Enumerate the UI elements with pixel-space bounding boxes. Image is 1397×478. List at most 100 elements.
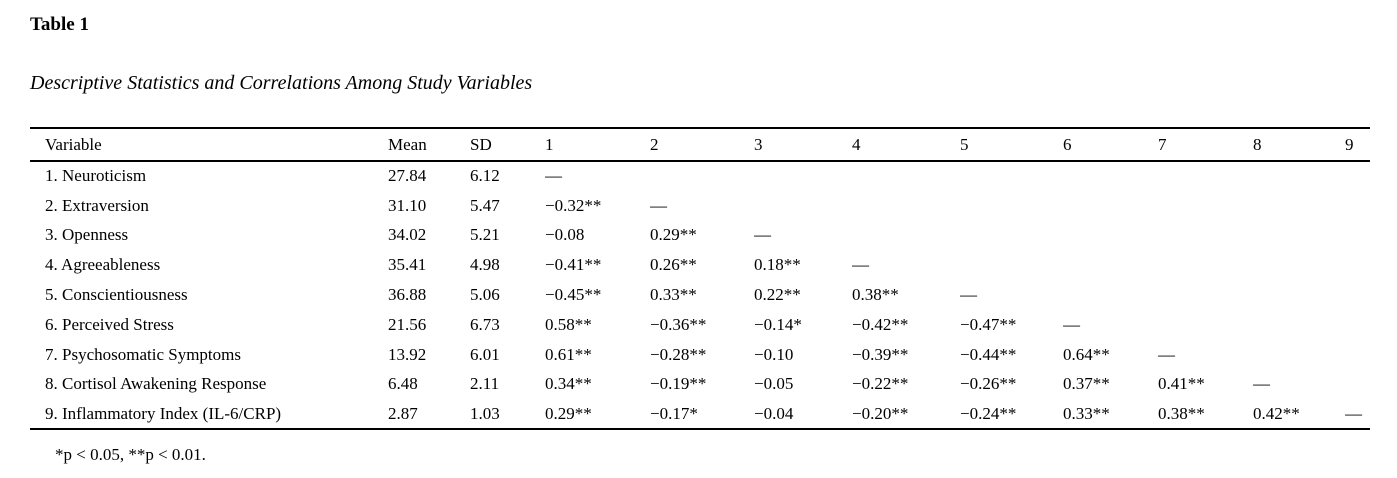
table-row: 8. Cortisol Awakening Response 6.48 2.11 0.… xyxy=(30,370,1370,400)
value-cell: 0.33** xyxy=(650,285,697,305)
value-cell xyxy=(852,161,960,191)
value-cell: 0.58** xyxy=(545,314,592,334)
variable-cell: 1. Neuroticism xyxy=(45,166,147,186)
column-header: Mean xyxy=(388,134,427,154)
table-head: Variable Mean SD 1 2 3 4 5 6 7 8 9 xyxy=(30,128,1370,161)
value-cell: −0.14* xyxy=(754,314,802,334)
value-cell: 35.41 xyxy=(388,255,427,275)
value-cell: 1.03 xyxy=(470,403,500,423)
value-cell xyxy=(1158,280,1253,310)
value-cell: −0.32** xyxy=(545,195,602,215)
table-row: 6. Perceived Stress 21.56 6.73 0.58** −0.36*… xyxy=(30,310,1370,340)
value-cell xyxy=(852,191,960,221)
variable-cell: 3. Openness xyxy=(45,225,129,245)
value-cell xyxy=(1063,280,1158,310)
value-cell: — xyxy=(1253,374,1270,394)
value-cell: −0.28** xyxy=(650,344,707,364)
value-cell: 0.41** xyxy=(1158,374,1205,394)
value-cell: 0.61** xyxy=(545,344,592,364)
variable-cell: 5. Conscientiousness xyxy=(45,285,188,305)
value-cell xyxy=(754,161,852,191)
variable-cell: 8. Cortisol Awakening Response xyxy=(45,374,267,394)
value-cell: 21.56 xyxy=(388,314,427,334)
variable-cell: 7. Psychosomatic Symptoms xyxy=(45,344,241,364)
value-cell: −0.19** xyxy=(650,374,707,394)
column-header: 2 xyxy=(650,134,659,154)
variable-cell: 9. Inflammatory Index (IL-6/CRP) xyxy=(45,403,282,423)
table-row: 1. Neuroticism 27.84 6.12 — xyxy=(30,161,1370,191)
value-cell: −0.47** xyxy=(960,314,1017,334)
value-cell: 36.88 xyxy=(388,285,427,305)
value-cell xyxy=(960,191,1063,221)
value-cell: 0.29** xyxy=(650,225,697,245)
value-cell: 0.18** xyxy=(754,255,801,275)
value-cell xyxy=(1063,191,1158,221)
table-row: 2. Extraversion 31.10 5.47 −0.32** — xyxy=(30,191,1370,221)
value-cell xyxy=(960,221,1063,251)
value-cell: — xyxy=(1158,344,1175,364)
value-cell: 4.98 xyxy=(470,255,500,275)
column-header: SD xyxy=(470,134,492,154)
value-cell: — xyxy=(754,225,771,245)
value-cell: 0.38** xyxy=(852,285,899,305)
column-header: Variable xyxy=(45,134,102,154)
table-row: 3. Openness 34.02 5.21 −0.08 0.29** — xyxy=(30,221,1370,251)
value-cell xyxy=(1158,221,1253,251)
value-cell xyxy=(754,191,852,221)
value-cell: 0.42** xyxy=(1253,403,1300,423)
column-header: 7 xyxy=(1158,134,1167,154)
value-cell: — xyxy=(650,195,667,215)
value-cell xyxy=(1253,250,1345,280)
variable-cell: 4. Agreeableness xyxy=(45,255,161,275)
value-cell: — xyxy=(852,255,869,275)
value-cell xyxy=(1253,221,1345,251)
value-cell: — xyxy=(1345,403,1362,423)
value-cell xyxy=(852,221,960,251)
value-cell: — xyxy=(960,285,977,305)
value-cell xyxy=(1063,250,1158,280)
value-cell: −0.04 xyxy=(754,403,794,423)
table-row: 7. Psychosomatic Symptoms 13.92 6.01 0.61**… xyxy=(30,340,1370,370)
value-cell: 6.48 xyxy=(388,374,418,394)
value-cell: 0.26** xyxy=(650,255,697,275)
value-cell xyxy=(1345,191,1370,221)
value-cell xyxy=(1253,310,1345,340)
value-cell: — xyxy=(545,166,562,186)
value-cell xyxy=(1345,370,1370,400)
value-cell: −0.22** xyxy=(852,374,909,394)
value-cell: −0.42** xyxy=(852,314,909,334)
value-cell xyxy=(1253,161,1345,191)
value-cell xyxy=(1158,191,1253,221)
column-header: 9 xyxy=(1345,134,1354,154)
value-cell: 0.64** xyxy=(1063,344,1110,364)
value-cell: −0.44** xyxy=(960,344,1017,364)
value-cell xyxy=(1158,250,1253,280)
value-cell xyxy=(1158,161,1253,191)
value-cell: −0.08 xyxy=(545,225,585,245)
value-cell xyxy=(1345,280,1370,310)
table-number-label: Table 1 xyxy=(30,14,89,35)
value-cell: 2.87 xyxy=(388,403,418,423)
value-cell: — xyxy=(1063,314,1080,334)
table-row: 4. Agreeableness 35.41 4.98 −0.41** 0.26** 0.… xyxy=(30,250,1370,280)
table-header-row: Variable Mean SD 1 2 3 4 5 6 7 8 9 xyxy=(30,128,1370,161)
table-body: 1. Neuroticism 27.84 6.12 — 2. Extraversion 3… xyxy=(30,161,1370,429)
correlation-table: Variable Mean SD 1 2 3 4 5 6 7 8 9 1. Neuroticism 27… xyxy=(30,127,1370,431)
table-row: 9. Inflammatory Index (IL-6/CRP) 2.87 1.03… xyxy=(30,399,1370,429)
value-cell: −0.20** xyxy=(852,403,909,423)
value-cell: 5.21 xyxy=(470,225,500,245)
value-cell xyxy=(1253,340,1345,370)
value-cell: 5.06 xyxy=(470,285,500,305)
value-cell: −0.26** xyxy=(960,374,1017,394)
column-header: 4 xyxy=(852,134,861,154)
value-cell xyxy=(960,161,1063,191)
value-cell: 6.01 xyxy=(470,344,500,364)
column-header: 6 xyxy=(1063,134,1072,154)
value-cell xyxy=(1158,310,1253,340)
value-cell xyxy=(1063,161,1158,191)
column-header: 8 xyxy=(1253,134,1262,154)
value-cell: 6.12 xyxy=(470,166,500,186)
table-row: 5. Conscientiousness 36.88 5.06 −0.45** 0.33… xyxy=(30,280,1370,310)
column-header: 1 xyxy=(545,134,554,154)
value-cell xyxy=(960,250,1063,280)
